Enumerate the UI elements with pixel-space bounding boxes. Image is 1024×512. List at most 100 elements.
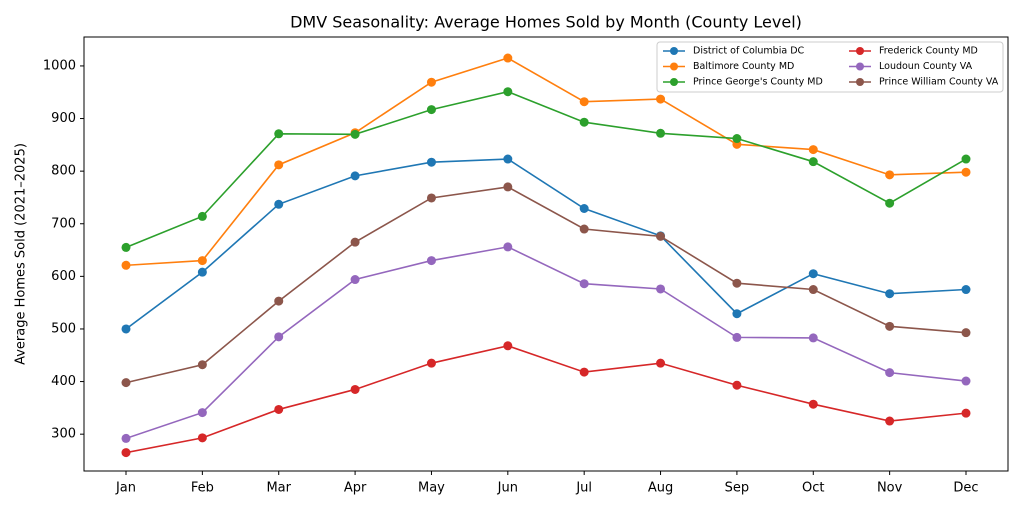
legend-marker xyxy=(856,47,864,55)
data-point xyxy=(885,170,895,180)
data-point xyxy=(274,199,284,209)
data-point xyxy=(503,53,513,63)
series-line xyxy=(125,158,967,330)
legend-label: Prince William County VA xyxy=(879,77,999,88)
data-point xyxy=(579,367,589,377)
data-point xyxy=(350,129,360,139)
data-point xyxy=(732,309,742,319)
x-tick-label: Feb xyxy=(191,481,214,496)
legend-label: Frederick County MD xyxy=(879,46,978,57)
data-point xyxy=(732,278,742,288)
series-line xyxy=(125,186,967,384)
data-point xyxy=(885,321,895,331)
legend-label: Loudoun County VA xyxy=(879,61,973,72)
legend-box xyxy=(656,41,1004,93)
x-tick-label: May xyxy=(418,481,445,496)
data-point xyxy=(579,203,589,213)
chart-title: DMV Seasonality: Average Homes Sold by M… xyxy=(290,13,802,32)
data-point xyxy=(350,171,360,181)
data-point xyxy=(503,242,513,252)
y-tick-label: 300 xyxy=(51,427,76,442)
data-point xyxy=(885,416,895,426)
data-point xyxy=(579,279,589,289)
data-point xyxy=(121,260,131,270)
data-point xyxy=(503,87,513,97)
data-point xyxy=(503,182,513,192)
y-tick-label: 900 xyxy=(51,111,76,126)
x-tick-label: Oct xyxy=(802,481,824,496)
data-point xyxy=(808,285,818,295)
series-line xyxy=(125,246,967,440)
data-point xyxy=(656,94,666,104)
data-point xyxy=(961,408,971,418)
data-point xyxy=(426,77,436,87)
data-point xyxy=(121,242,131,252)
x-tick-label: Dec xyxy=(953,481,978,496)
data-point xyxy=(503,341,513,351)
legend-label: District of Columbia DC xyxy=(693,46,805,57)
data-point xyxy=(961,167,971,177)
data-point xyxy=(426,193,436,203)
data-point xyxy=(274,129,284,139)
data-point xyxy=(197,360,207,370)
data-point xyxy=(197,408,207,418)
x-tick-label: Jul xyxy=(575,481,592,496)
x-tick-label: Mar xyxy=(266,481,291,496)
data-point xyxy=(426,358,436,368)
x-tick-label: Sep xyxy=(725,481,750,496)
data-point xyxy=(885,198,895,208)
data-point xyxy=(885,289,895,299)
data-point xyxy=(961,154,971,164)
legend-marker xyxy=(670,47,678,55)
data-point xyxy=(350,275,360,285)
data-point xyxy=(732,332,742,342)
legend-marker xyxy=(670,62,678,71)
data-point xyxy=(732,380,742,390)
x-tick-label: Apr xyxy=(344,481,367,496)
y-tick-label: 600 xyxy=(51,269,76,284)
legend-marker xyxy=(670,78,678,86)
y-tick-label: 700 xyxy=(51,216,76,231)
data-point xyxy=(579,117,589,127)
data-point xyxy=(885,368,895,378)
y-tick-label: 500 xyxy=(51,321,76,336)
y-tick-label: 800 xyxy=(51,164,76,179)
data-point xyxy=(961,328,971,338)
data-point xyxy=(197,256,207,266)
y-tick-label: 400 xyxy=(51,374,76,389)
data-point xyxy=(197,267,207,277)
data-point xyxy=(503,154,513,164)
data-point xyxy=(808,333,818,343)
data-point xyxy=(426,157,436,167)
data-point xyxy=(808,145,818,155)
data-point xyxy=(121,324,131,334)
data-point xyxy=(274,404,284,414)
data-point xyxy=(274,332,284,342)
x-tick-label: Aug xyxy=(648,481,673,496)
y-axis-label: Average Homes Sold (2021–2025) xyxy=(14,143,29,365)
plot-frame xyxy=(83,36,1009,472)
data-point xyxy=(121,433,131,443)
data-point xyxy=(197,211,207,221)
legend-marker xyxy=(856,62,864,71)
data-point xyxy=(350,237,360,247)
data-point xyxy=(961,376,971,386)
y-tick-label: 1000 xyxy=(43,58,76,73)
data-point xyxy=(121,448,131,458)
data-point xyxy=(732,134,742,144)
data-point xyxy=(350,384,360,394)
data-point xyxy=(197,433,207,443)
data-point xyxy=(808,157,818,167)
x-tick-label: Jan xyxy=(115,481,136,496)
data-point xyxy=(579,97,589,107)
data-point xyxy=(121,378,131,388)
data-point xyxy=(656,128,666,138)
data-point xyxy=(656,358,666,368)
legend-label: Baltimore County MD xyxy=(693,61,794,72)
series-line xyxy=(125,57,967,267)
data-point xyxy=(808,399,818,409)
data-point xyxy=(656,231,666,241)
x-tick-label: Nov xyxy=(877,481,903,496)
data-point xyxy=(274,160,284,170)
